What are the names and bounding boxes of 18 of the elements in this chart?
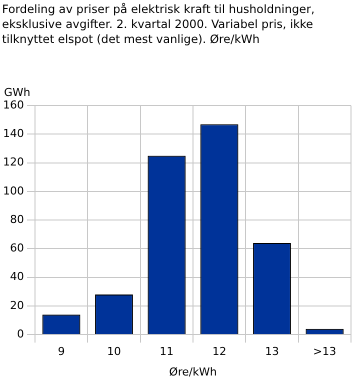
- x-tick-label: 12: [212, 345, 226, 358]
- y-tick-label: 120: [2, 156, 24, 169]
- x-axis-title: Øre/kWh: [169, 365, 217, 378]
- x-tick-label: 9: [58, 345, 65, 358]
- y-tick-label: 140: [2, 127, 24, 140]
- x-tick-label: 13: [265, 345, 279, 358]
- x-tick-label: 10: [106, 345, 121, 358]
- x-tick-label: 11: [160, 345, 174, 358]
- y-tick-label: 80: [10, 212, 24, 226]
- y-tick-label: 100: [2, 184, 24, 198]
- chart-title: Fordeling av priser på elektrisk kraft til husholdninger, eksklusive avgifter. 2. kvartal 2000. Variabel pris, ikke tilknyttet elspot (det mest vanlige). Øre/kWh: [2, 2, 316, 47]
- y-tick-label: 60: [10, 242, 24, 255]
- y-tick-label: 0: [16, 327, 24, 340]
- y-axis-title: GWh: [4, 86, 30, 99]
- x-tick-label: >13: [313, 345, 336, 358]
- y-tick-label: 20: [10, 298, 24, 312]
- y-tick-label: 40: [10, 270, 24, 284]
- y-tick-label: 160: [2, 98, 24, 112]
